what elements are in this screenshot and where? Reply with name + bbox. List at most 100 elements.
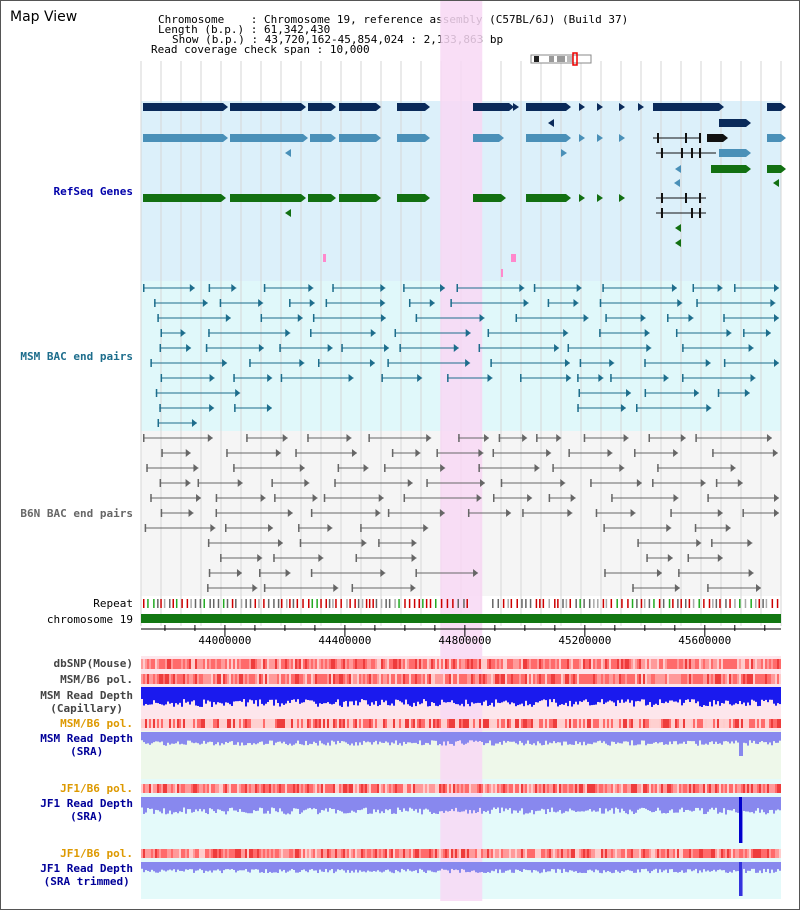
track-label-chromosome[interactable]: chromosome 19 bbox=[46, 613, 133, 626]
depth-bar-msm-sra bbox=[673, 732, 675, 742]
bac-end-right bbox=[275, 449, 281, 457]
heat-cell bbox=[545, 674, 547, 684]
heat-cell bbox=[633, 784, 635, 793]
track-label-b6n-bac[interactable]: B6N BAC end pairs bbox=[20, 507, 133, 520]
bac-end-right bbox=[667, 554, 673, 562]
track-label-jf1-depth-sra[interactable]: JF1 Read Depth (SRA) bbox=[40, 797, 133, 823]
gene-feature bbox=[719, 119, 746, 127]
depth-bar-msm-sra bbox=[457, 732, 459, 741]
heat-cell bbox=[691, 719, 693, 728]
heat-cell bbox=[727, 719, 729, 728]
depth-bar-capillary bbox=[445, 687, 447, 703]
heat-cell bbox=[563, 659, 565, 669]
heat-cell bbox=[493, 849, 495, 858]
depth-bar-capillary bbox=[421, 687, 423, 704]
depth-bar-capillary bbox=[245, 687, 247, 707]
depth-bar-jf1-sra bbox=[717, 797, 719, 814]
heat-cell bbox=[251, 719, 253, 728]
heat-cell bbox=[185, 719, 187, 728]
track-label-msm-b6-pol-2[interactable]: MSM/B6 pol. bbox=[60, 717, 133, 730]
heat-cell bbox=[755, 719, 757, 728]
heat-cell bbox=[353, 674, 355, 684]
depth-bar-capillary bbox=[531, 687, 533, 707]
heat-cell bbox=[573, 784, 575, 793]
heat-cell bbox=[745, 674, 747, 684]
depth-bar-jf1-trim bbox=[777, 862, 779, 870]
depth-bar-capillary bbox=[529, 687, 531, 705]
bac-end-left bbox=[208, 329, 210, 337]
depth-bar-capillary bbox=[413, 687, 415, 703]
track-label-repeat[interactable]: Repeat bbox=[93, 597, 133, 610]
track-label-jf1-b6-pol-1[interactable]: JF1/B6 pol. bbox=[60, 782, 133, 795]
heat-cell bbox=[563, 674, 565, 684]
depth-bar-jf1-trim bbox=[425, 862, 427, 874]
track-label-dbsnp[interactable]: dbSNP(Mouse) bbox=[53, 657, 133, 670]
heat-cell bbox=[591, 674, 593, 684]
depth-bar-jf1-trim bbox=[337, 862, 339, 870]
heat-cell bbox=[529, 849, 531, 858]
track-label-msm-depth-cap[interactable]: MSM Read Depth (Capillary) bbox=[40, 689, 133, 715]
heat-cell bbox=[373, 659, 375, 669]
heat-cell bbox=[249, 784, 251, 793]
heat-cell bbox=[381, 849, 383, 858]
depth-bar-jf1-sra bbox=[457, 797, 459, 812]
heat-cell bbox=[675, 719, 677, 728]
heat-cell bbox=[301, 849, 303, 858]
depth-bar-jf1-sra bbox=[361, 797, 363, 810]
depth-bar-jf1-trim bbox=[653, 862, 655, 870]
bac-end-left bbox=[150, 494, 152, 502]
repeat-element bbox=[302, 599, 304, 608]
track-label-msm-bac[interactable]: MSM BAC end pairs bbox=[20, 350, 133, 363]
depth-bar-jf1-trim bbox=[743, 862, 745, 869]
depth-bar-msm-sra bbox=[387, 732, 389, 743]
depth-bar-capillary bbox=[627, 687, 629, 700]
track-label-msm-b6-pol-1[interactable]: MSM/B6 pol. bbox=[60, 673, 133, 686]
heat-cell bbox=[671, 674, 673, 684]
depth-bar-msm-sra bbox=[167, 732, 169, 743]
track-label-jf1-depth-trim[interactable]: JF1 Read Depth (SRA trimmed) bbox=[40, 862, 133, 888]
track-label-refseq[interactable]: RefSeq Genes bbox=[53, 185, 133, 198]
heat-cell bbox=[559, 674, 561, 684]
heat-cell bbox=[503, 719, 505, 728]
depth-bar-msm-sra bbox=[689, 732, 691, 742]
heat-cell bbox=[153, 719, 155, 728]
heat-cell bbox=[251, 674, 253, 684]
depth-bar-msm-sra bbox=[413, 732, 415, 743]
heat-cell bbox=[337, 659, 339, 669]
heat-cell bbox=[669, 849, 671, 858]
track-label-msm-depth-sra[interactable]: MSM Read Depth (SRA) bbox=[40, 732, 133, 758]
depth-bar-jf1-trim bbox=[311, 862, 313, 870]
heat-cell bbox=[489, 659, 491, 669]
heat-cell bbox=[259, 849, 261, 858]
heat-cell bbox=[463, 849, 465, 858]
heat-cell bbox=[275, 659, 277, 669]
depth-bar-capillary bbox=[459, 687, 461, 706]
heat-cell bbox=[643, 849, 645, 858]
depth-bar-msm-sra bbox=[333, 732, 335, 742]
heat-cell bbox=[417, 719, 419, 728]
heat-cell bbox=[345, 659, 347, 669]
depth-bar-jf1-sra bbox=[229, 797, 231, 809]
heat-cell bbox=[625, 849, 627, 858]
heat-cell bbox=[769, 849, 771, 858]
gene-exon bbox=[699, 133, 701, 143]
depth-bar-capillary bbox=[475, 687, 477, 704]
depth-bar-jf1-sra bbox=[681, 797, 683, 808]
depth-bar-jf1-sra bbox=[387, 797, 389, 811]
bac-end-right bbox=[519, 284, 525, 292]
heat-cell bbox=[201, 849, 203, 858]
heat-cell bbox=[151, 849, 153, 858]
heat-cell bbox=[563, 784, 565, 793]
heat-cell bbox=[501, 849, 503, 858]
heat-cell bbox=[527, 849, 529, 858]
bac-end-left bbox=[310, 569, 313, 577]
depth-bar-capillary bbox=[655, 687, 657, 704]
heat-cell bbox=[145, 659, 147, 669]
bac-end-left bbox=[312, 314, 315, 322]
repeat-element bbox=[209, 599, 211, 608]
depth-bar-msm-sra bbox=[177, 732, 179, 742]
gene-strand-arrow bbox=[566, 194, 571, 202]
track-label-jf1-b6-pol-2[interactable]: JF1/B6 pol. bbox=[60, 847, 133, 860]
heat-cell bbox=[261, 784, 263, 793]
